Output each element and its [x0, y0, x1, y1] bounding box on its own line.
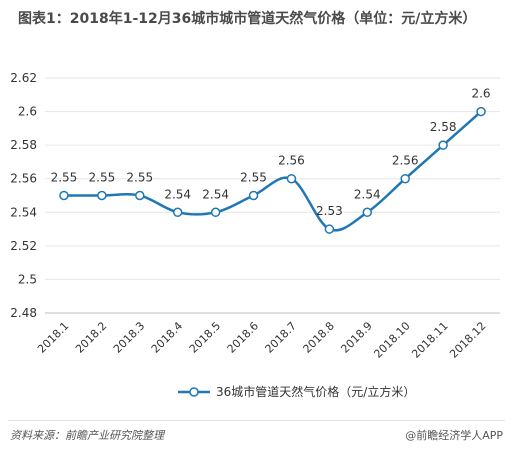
- y-tick-label: 2.56: [10, 172, 37, 186]
- data-point: [210, 207, 221, 218]
- data-point: [438, 140, 448, 150]
- data-label: 2.56: [392, 154, 419, 168]
- x-tick-label: 2018.2: [73, 319, 109, 355]
- y-tick-label: 2.58: [10, 138, 37, 152]
- legend-label: 36城市管道天然气价格（元/立方米）: [216, 384, 415, 399]
- legend-marker-icon: [189, 387, 199, 397]
- y-tick-label: 2.52: [10, 239, 37, 253]
- data-point: [324, 224, 335, 234]
- x-tick-label: 2018.11: [409, 319, 450, 360]
- data-point: [172, 207, 183, 218]
- source-note: 资料来源：前瞻产业研究院整理: [10, 429, 164, 442]
- data-point: [248, 190, 259, 201]
- data-label: 2.55: [89, 171, 116, 185]
- data-label: 2.54: [202, 187, 229, 201]
- x-tick-label: 2018.8: [301, 319, 337, 355]
- data-label: 2.58: [430, 120, 457, 134]
- chart-title: 图表1：2018年1-12月36城市城市管道天然气价格（单位：元/立方米）: [18, 11, 477, 27]
- y-tick-label: 2.54: [10, 205, 37, 219]
- x-tick-label: 2018.1: [35, 319, 71, 355]
- y-tick-label: 2.5: [18, 272, 37, 286]
- data-point: [135, 190, 145, 201]
- x-tick-label: 2018.9: [338, 319, 374, 355]
- data-label: 2.6: [471, 87, 490, 101]
- x-tick-label: 2018.12: [447, 319, 488, 360]
- data-label: 2.54: [354, 187, 381, 201]
- brand-credit: @前瞻经济学人APP: [405, 429, 503, 442]
- data-point: [362, 207, 373, 218]
- y-tick-label: 2.48: [10, 306, 37, 320]
- x-tick-label: 2018.3: [111, 319, 147, 355]
- data-label: 2.53: [316, 204, 343, 218]
- x-tick-label: 2018.5: [187, 319, 223, 355]
- data-point: [286, 173, 297, 184]
- data-label: 2.55: [240, 171, 267, 185]
- data-label: 2.56: [278, 154, 305, 168]
- x-tick-label: 2018.4: [149, 319, 185, 355]
- data-label: 2.55: [51, 171, 78, 185]
- footer-divider: [8, 420, 505, 421]
- x-tick-label: 2018.6: [225, 319, 261, 355]
- x-tick-label: 2018.7: [263, 319, 299, 355]
- x-tick-label: 2018.10: [371, 319, 412, 360]
- data-point: [476, 106, 486, 117]
- y-tick-label: 2.6: [18, 105, 37, 119]
- data-label: 2.55: [126, 171, 153, 185]
- y-tick-label: 2.62: [10, 71, 37, 85]
- data-point: [400, 173, 410, 184]
- data-point: [97, 190, 107, 201]
- data-point: [59, 190, 69, 201]
- data-label: 2.54: [164, 187, 191, 201]
